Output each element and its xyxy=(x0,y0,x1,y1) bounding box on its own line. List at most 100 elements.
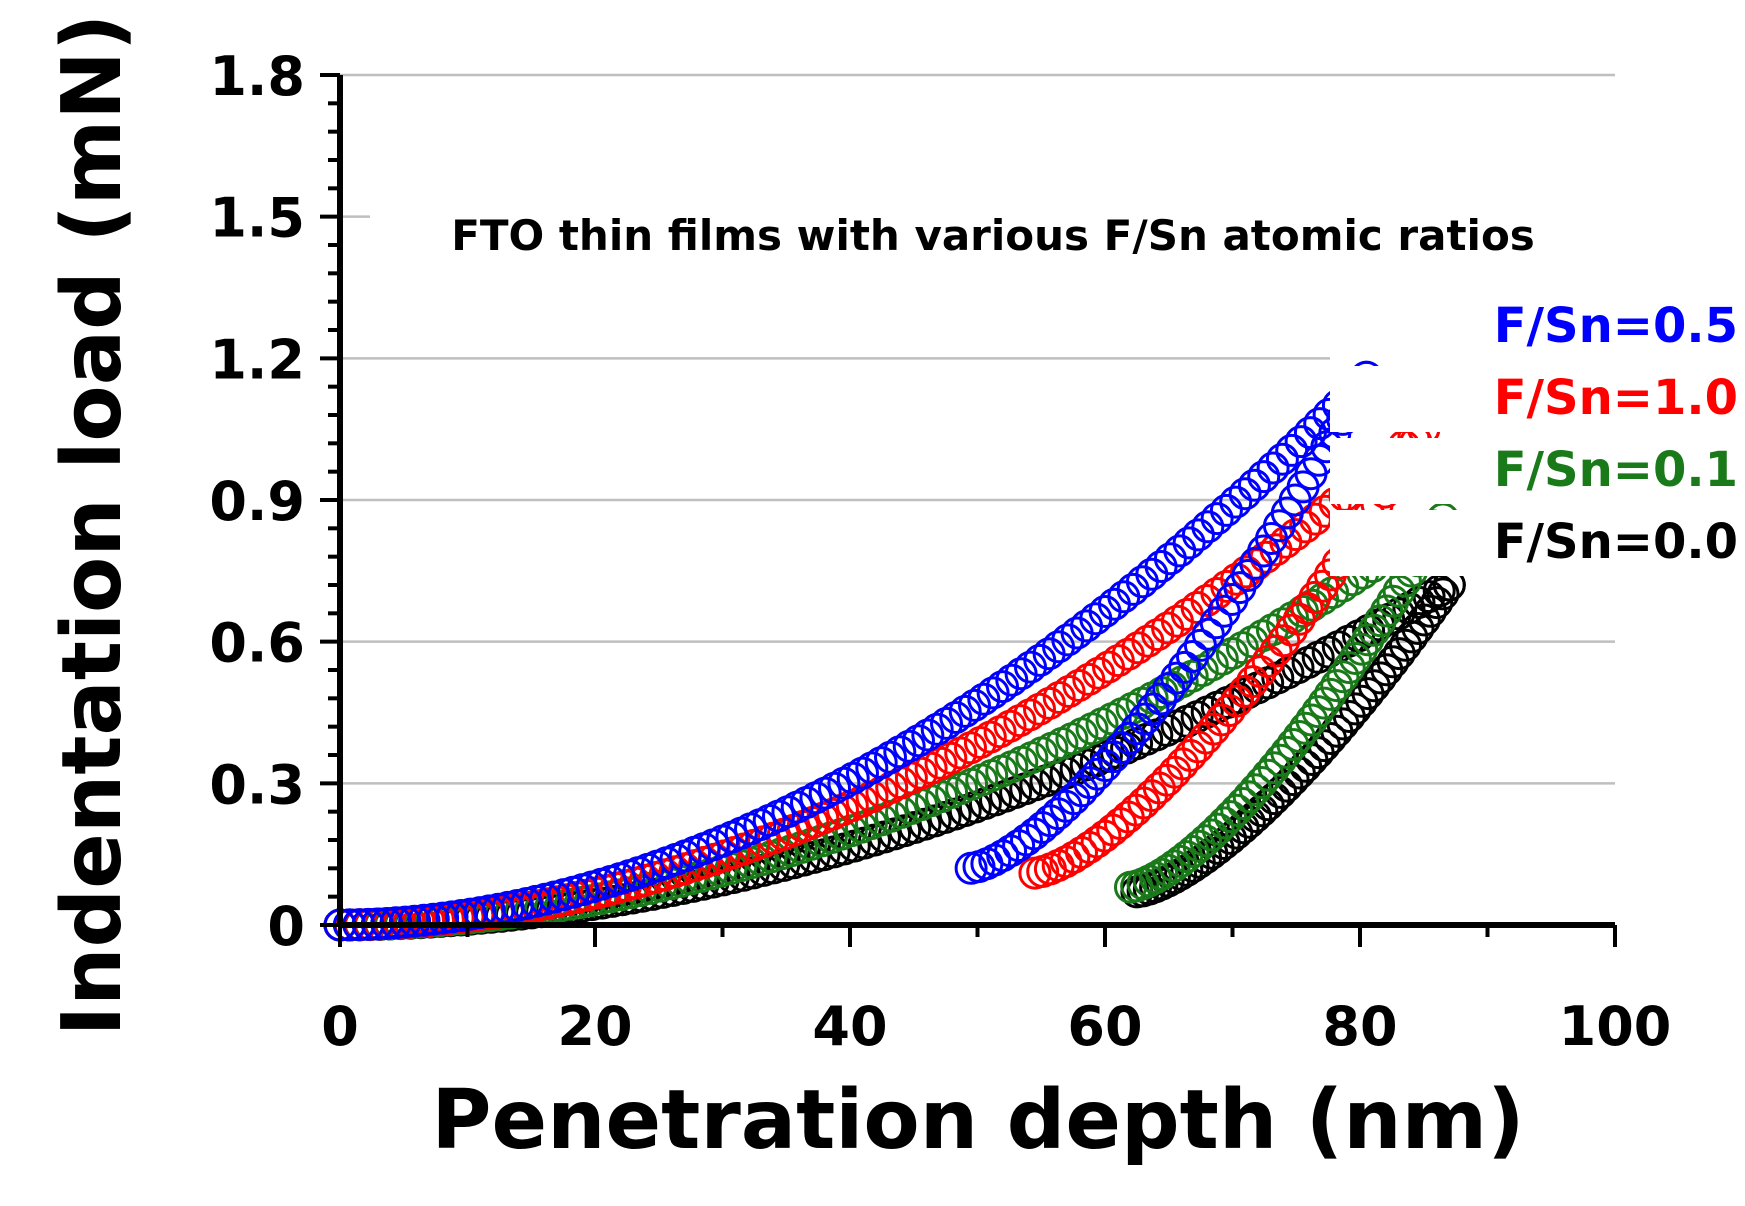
legend-entry: F/Sn=1.0 xyxy=(1494,370,1738,426)
y-axis-label: Indentation load (mN) xyxy=(45,14,140,1037)
data-point xyxy=(1183,628,1217,662)
data-point xyxy=(1172,526,1206,560)
data-point xyxy=(398,904,432,938)
data-point xyxy=(874,740,907,774)
legend: F/Sn=0.5 F/Sn=1.0 F/Sn=0.1 F/Sn=0.0 xyxy=(1330,294,1745,576)
data-point xyxy=(1135,557,1169,591)
data-point xyxy=(958,688,991,722)
data-point xyxy=(1282,602,1316,636)
data-point xyxy=(1395,620,1429,654)
data-point xyxy=(1407,603,1441,637)
y-tick-label: 0.3 xyxy=(209,753,305,816)
data-point xyxy=(1088,595,1122,628)
legend-label-background xyxy=(1330,510,1745,576)
y-tick-label: 1.2 xyxy=(209,328,305,391)
data-point xyxy=(1144,550,1178,583)
data-point xyxy=(1259,634,1293,668)
data-point xyxy=(892,729,926,763)
data-point xyxy=(954,851,988,885)
data-point xyxy=(939,701,973,734)
data-point xyxy=(1290,591,1324,625)
data-point xyxy=(1220,793,1254,827)
data-point xyxy=(1152,672,1186,706)
data-point xyxy=(1301,695,1335,729)
data-point xyxy=(1219,485,1253,519)
data-point xyxy=(1420,586,1454,620)
data-point xyxy=(1173,739,1207,772)
y-tick-label: 1.5 xyxy=(209,187,305,250)
data-point xyxy=(1306,569,1340,603)
data-point xyxy=(1401,612,1435,645)
data-point xyxy=(1256,451,1290,485)
data-point xyxy=(1313,677,1347,711)
data-point xyxy=(1062,669,1096,702)
data-point xyxy=(1097,587,1131,621)
data-point xyxy=(1181,730,1215,764)
x-tick-label: 80 xyxy=(1322,995,1397,1058)
data-point xyxy=(1176,640,1209,673)
data-point xyxy=(967,682,1001,716)
data-point xyxy=(1002,829,1036,863)
data-point xyxy=(1338,642,1372,675)
data-point xyxy=(1295,703,1329,737)
data-point xyxy=(1243,655,1277,689)
data-point xyxy=(1072,662,1106,696)
data-point xyxy=(976,676,1010,710)
data-point xyxy=(1370,594,1404,628)
data-point xyxy=(1389,628,1422,662)
y-tick-label: 0 xyxy=(267,895,305,958)
data-point xyxy=(1166,747,1200,781)
y-tick-label: 0.6 xyxy=(209,612,305,675)
data-point xyxy=(1082,656,1116,690)
data-point xyxy=(1275,613,1308,647)
data-point xyxy=(1195,818,1229,852)
data-point xyxy=(1163,534,1197,568)
data-point xyxy=(1307,686,1341,720)
data-point xyxy=(1284,425,1318,459)
data-point xyxy=(1207,806,1241,840)
data-point xyxy=(1042,681,1076,714)
data-point xyxy=(1114,870,1147,904)
data-point xyxy=(864,746,898,780)
marks-layer xyxy=(323,360,1466,942)
data-point xyxy=(1226,787,1260,820)
legend-entry: F/Sn=0.5 xyxy=(1494,298,1738,354)
data-point xyxy=(416,902,450,936)
data-point xyxy=(1214,800,1247,834)
x-tick-label: 100 xyxy=(1559,995,1672,1058)
data-point xyxy=(1228,477,1262,511)
data-point xyxy=(920,712,954,746)
axes-layer: 0 0.3 0.6 0.9 1.2 1.5 1.8 0 20 40 60 80 100 xyxy=(209,45,1671,1058)
data-point xyxy=(948,694,982,728)
data-point xyxy=(1264,775,1298,809)
data-point xyxy=(1351,623,1385,657)
y-tick-label: 0.9 xyxy=(209,470,305,533)
data-point xyxy=(1181,518,1215,552)
data-point xyxy=(1357,613,1391,647)
data-point xyxy=(902,724,935,758)
legend-entry: F/Sn=0.0 xyxy=(1494,514,1738,570)
data-point xyxy=(1363,604,1397,638)
data-point xyxy=(1199,606,1233,640)
data-point xyxy=(1270,769,1304,803)
data-point xyxy=(1191,510,1225,544)
data-point xyxy=(1168,650,1202,684)
data-point xyxy=(407,903,441,937)
data-point xyxy=(1144,682,1178,716)
data-point xyxy=(1265,442,1299,476)
data-point xyxy=(930,706,963,740)
data-point xyxy=(1332,651,1366,685)
data-point xyxy=(1052,675,1086,708)
data-point xyxy=(986,670,1019,704)
y-tick-label: 1.8 xyxy=(209,45,305,108)
legend-label-background xyxy=(1330,438,1745,504)
data-point xyxy=(1209,493,1243,527)
legend-entry: F/Sn=0.1 xyxy=(1494,442,1738,498)
data-point xyxy=(1298,502,1332,536)
title-background xyxy=(370,200,1615,270)
legend-label-background xyxy=(1330,366,1745,432)
x-tick-label: 60 xyxy=(1067,995,1142,1058)
data-point xyxy=(1232,805,1266,839)
data-point xyxy=(1247,460,1281,494)
